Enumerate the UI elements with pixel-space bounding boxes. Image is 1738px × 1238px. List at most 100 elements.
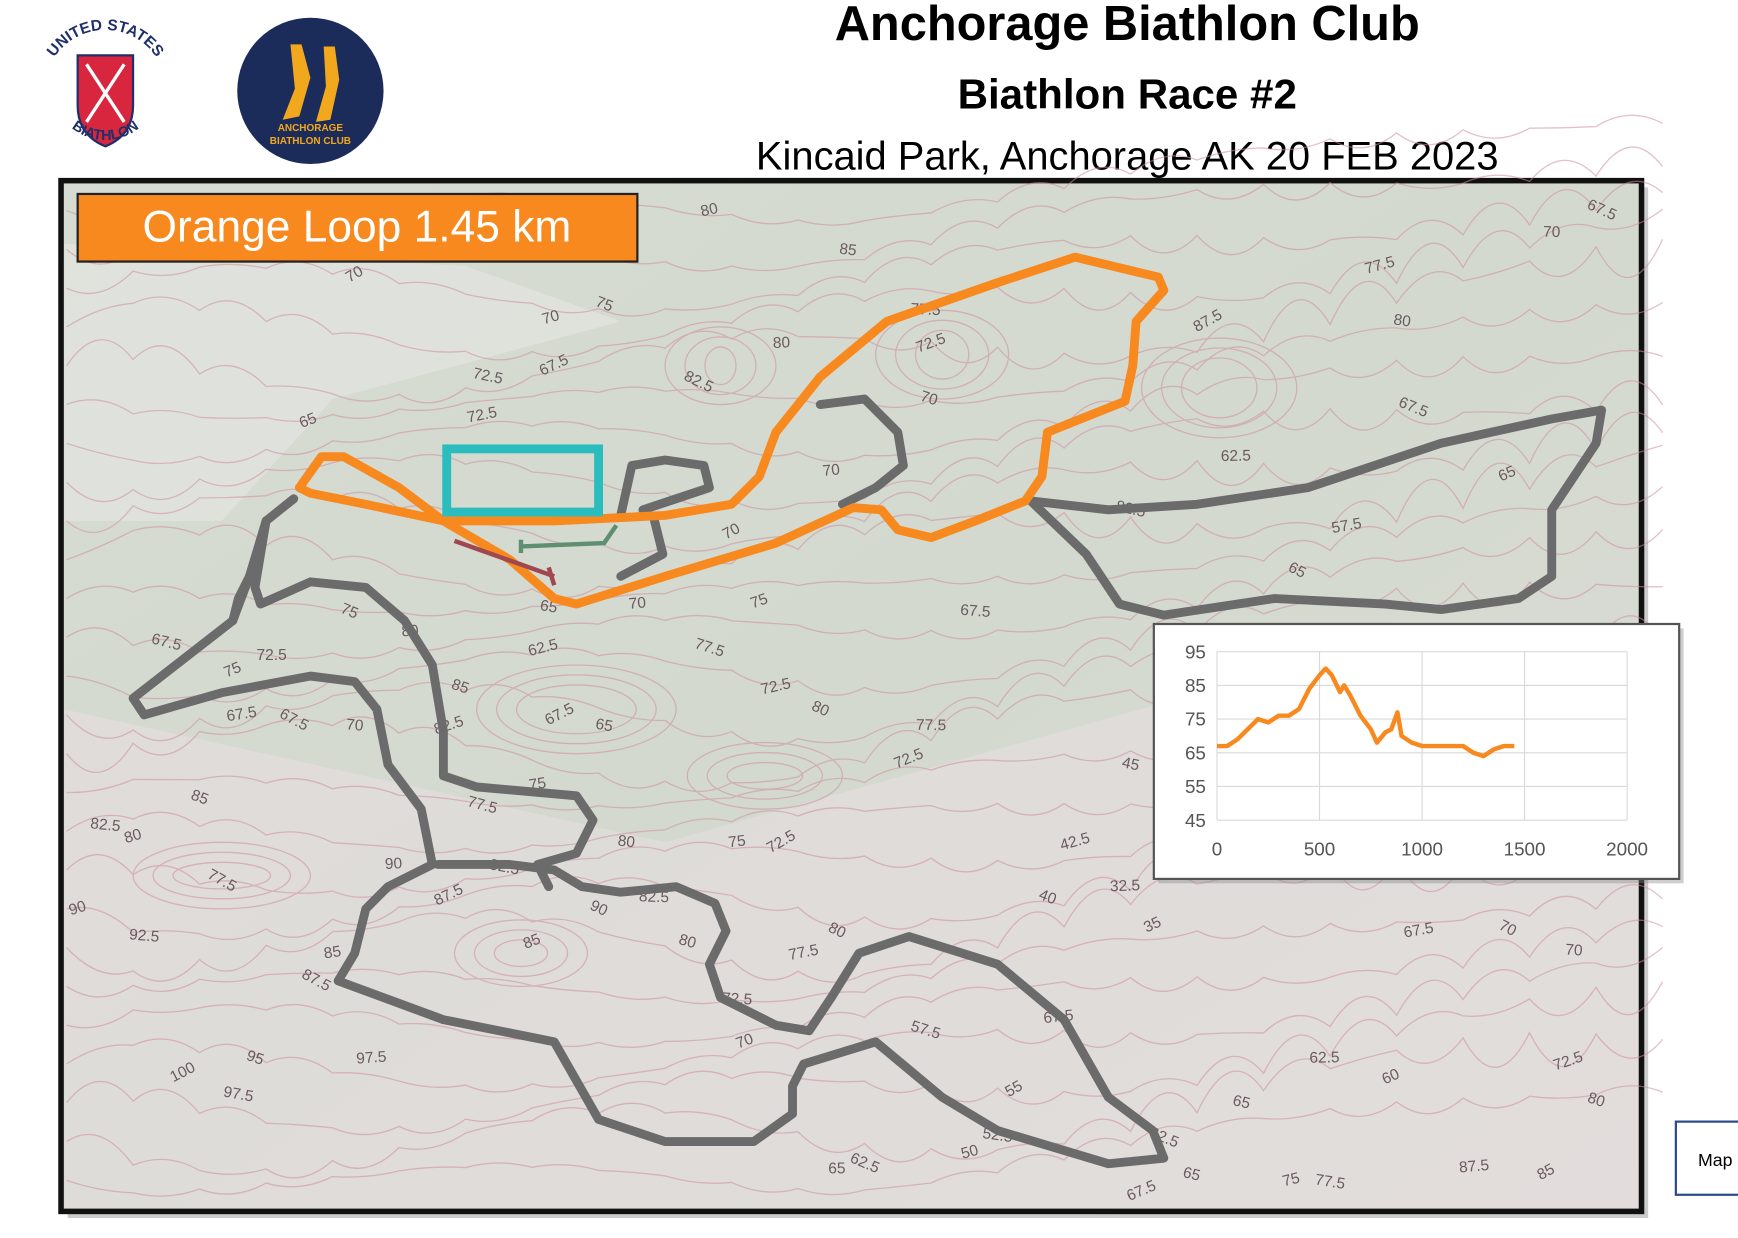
contour-ring [453, 919, 589, 988]
subtitle: Biathlon Race #2 [958, 71, 1297, 118]
contour-label: 70 [734, 1030, 756, 1052]
contour-label: 57.5 [1330, 515, 1363, 537]
contour-label: 77.5 [916, 717, 946, 735]
contour-line [66, 486, 1664, 617]
contour-label: 75 [221, 659, 244, 681]
contour-line [66, 1085, 1663, 1197]
abc-logo: ANCHORAGE BIATHLON CLUB [237, 17, 384, 165]
contour-label: 70 [628, 594, 647, 612]
range-box [442, 444, 604, 517]
contour-label: 72.5 [257, 647, 287, 664]
contour-line [66, 981, 1664, 1136]
contour-label: 75 [593, 293, 615, 315]
contour-label: 80 [1585, 1089, 1607, 1111]
contour-label: 65 [297, 410, 319, 432]
penalty-line [453, 538, 557, 586]
contour-ring [172, 861, 272, 890]
contour-ring [874, 309, 1010, 400]
contour-label: 82.5 [90, 815, 122, 835]
contour-label: 60 [1380, 1065, 1403, 1088]
contour-line [66, 208, 1663, 361]
contour-label: 77.5 [787, 942, 820, 964]
contour-label: 62.5 [1309, 1049, 1339, 1067]
contour-label: 75 [727, 832, 746, 851]
contour-label: 75 [1281, 1170, 1302, 1191]
contour-label: 70 [918, 388, 940, 409]
title: Anchorage Biathlon Club [835, 0, 1420, 51]
contour-label: 65 [1285, 559, 1308, 582]
contour-ring [704, 346, 737, 386]
contour-label: 85 [189, 787, 211, 809]
contour-label: 67.5 [150, 631, 183, 655]
contour-ring [152, 851, 292, 900]
contour-label: 55 [1002, 1078, 1025, 1101]
loop-label: Orange Loop 1.45 km [143, 203, 572, 252]
contour-ring [495, 674, 657, 745]
elevation-chart: 45 55 65 75 85 95 0 500 1000 1500 2000 [1185, 641, 1648, 859]
location: Kincaid Park, Anchorage AK 20 FEB 2023 [756, 135, 1499, 179]
contour-label: 85 [838, 241, 857, 260]
contour-ring [515, 684, 637, 735]
map-parking [64, 243, 621, 521]
contour-label: 80 [699, 200, 720, 221]
trail [250, 516, 598, 892]
contour-label: 67.5 [1402, 920, 1435, 942]
contour-label: 40 [1036, 886, 1059, 908]
contour-label: 80 [122, 826, 144, 847]
x-tick-label: 0 [1212, 839, 1222, 860]
contour-ring [1160, 347, 1278, 429]
contour-line [66, 884, 1664, 1005]
contour-label: 90 [384, 855, 402, 873]
contour-label: 72.5 [759, 675, 792, 698]
contour-label: 67.5 [960, 602, 991, 621]
contour-ring [686, 741, 844, 810]
contour-label: 70 [1543, 224, 1561, 241]
trail [616, 455, 714, 581]
contour-ring [894, 319, 990, 390]
x-tick-label: 1000 [1401, 839, 1443, 860]
contour-label: 92.5 [128, 926, 160, 946]
contour-line [66, 529, 1664, 660]
contour-label: 75 [338, 600, 361, 622]
contour-label: 65 [594, 716, 614, 736]
elevation-inset [1152, 622, 1681, 881]
trail [128, 494, 1169, 1169]
contour-label: 65 [828, 1160, 845, 1177]
contour-label: 62.5 [1221, 447, 1251, 465]
contour-line [66, 1031, 1664, 1179]
contour-line [66, 180, 1664, 317]
y-tick-label: 45 [1185, 810, 1206, 831]
contour-label: 70 [1496, 917, 1519, 940]
loop-label-box [76, 192, 639, 263]
contour-label: 90 [587, 897, 610, 920]
contour-label: 65 [1496, 463, 1519, 486]
contour-label: 90 [67, 898, 89, 920]
contour-label: 85 [1534, 1161, 1557, 1184]
contour-ring [475, 664, 677, 755]
y-tick-label: 65 [1185, 742, 1206, 763]
elevation-line [1217, 666, 1515, 759]
contour-label: 75 [748, 591, 770, 613]
contour-label: 95 [244, 1047, 266, 1069]
contour-label: 70 [345, 716, 364, 734]
contour-label: 50 [959, 1142, 980, 1163]
contour-line [66, 239, 1664, 404]
contour-label: 72.5 [466, 404, 499, 426]
contour-label: 65 [1181, 1164, 1202, 1185]
x-tick-label: 1500 [1504, 839, 1546, 860]
contour-label: 62.5 [526, 636, 559, 660]
y-tick-label: 95 [1185, 641, 1206, 662]
contour-label: 85 [323, 943, 343, 962]
contour-ring [726, 761, 804, 790]
contour-label: 97.5 [222, 1084, 255, 1106]
contour-ring [1140, 337, 1298, 439]
contour-label: 70 [1565, 941, 1584, 959]
y-tick-label: 75 [1185, 709, 1206, 730]
x-tick-label: 2000 [1606, 839, 1648, 860]
contour-label: 65 [1231, 1092, 1252, 1112]
contour-label: 32.5 [1110, 877, 1141, 895]
contour-ring [473, 929, 569, 978]
trail [1026, 405, 1607, 620]
x-tick-label: 500 [1304, 839, 1335, 860]
